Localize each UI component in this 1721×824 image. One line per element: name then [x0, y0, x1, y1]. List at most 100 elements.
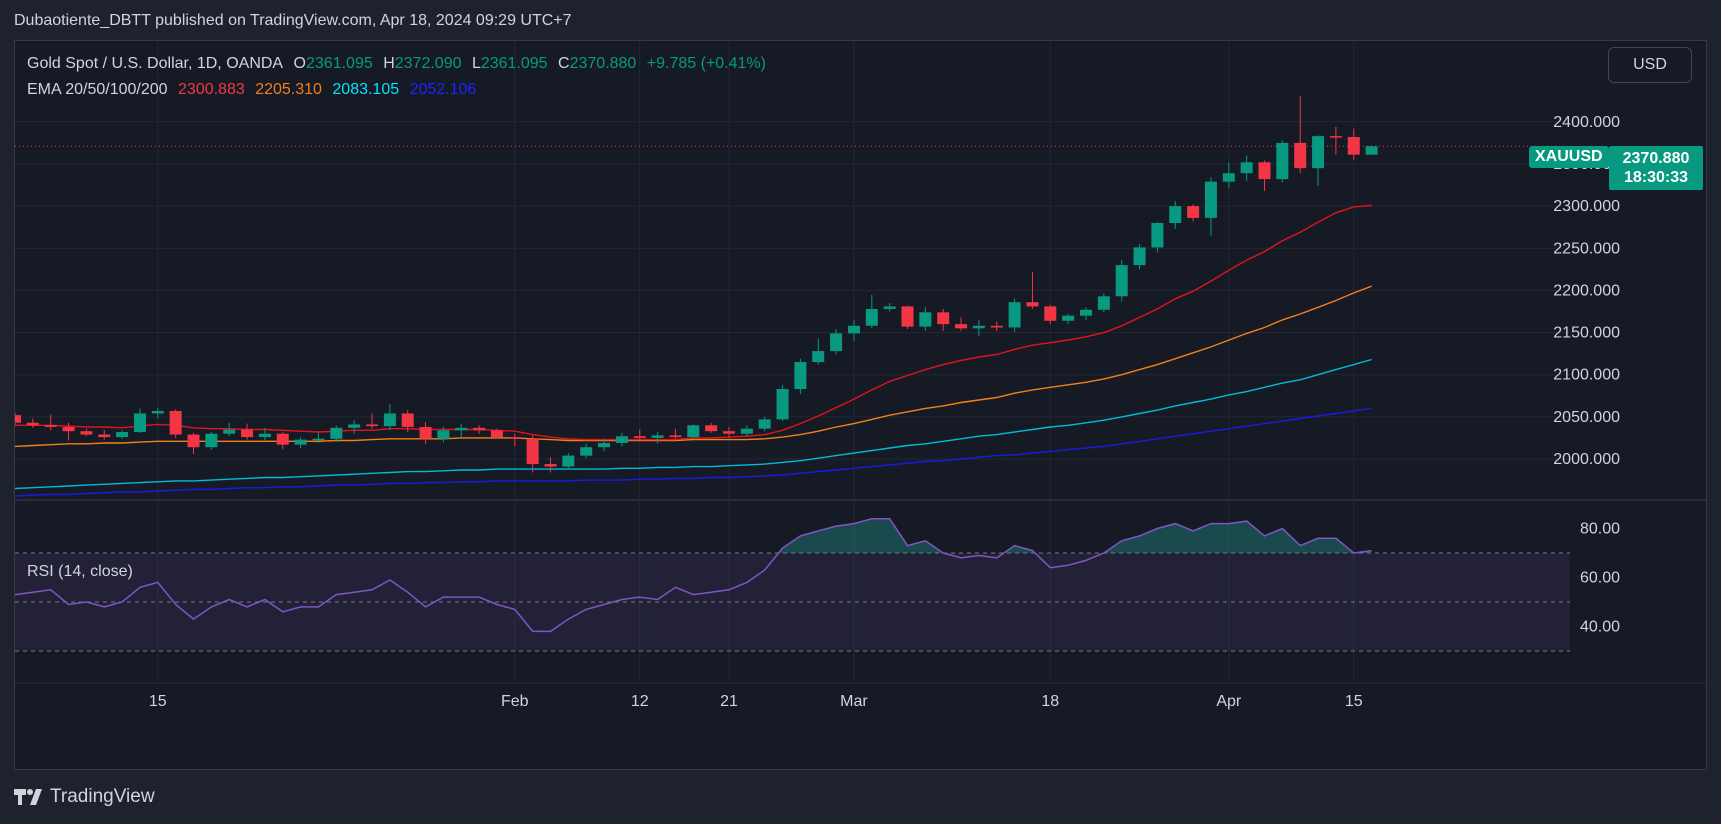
- price-tick-label: 2000.000: [1553, 451, 1620, 468]
- last-price: 2370.880: [1622, 150, 1690, 167]
- price-tick-label: 2100.000: [1553, 367, 1620, 384]
- candle-body: [419, 426, 432, 439]
- candle-body: [366, 424, 378, 427]
- candle-body: [1115, 265, 1128, 297]
- candle-body: [116, 432, 129, 438]
- candle-body: [740, 428, 753, 434]
- candle-body: [1312, 136, 1325, 169]
- candle-body: [437, 430, 450, 439]
- candle-body: [937, 312, 950, 325]
- candle-body: [401, 413, 414, 427]
- rsi-tick-label: 80.00: [1580, 521, 1620, 538]
- candle-body: [1240, 162, 1253, 174]
- price-tick-label: 2200.000: [1553, 282, 1620, 299]
- candle-body: [62, 426, 75, 432]
- candle-body: [633, 436, 646, 438]
- close-label: C: [558, 55, 570, 72]
- candle-body: [1169, 206, 1182, 223]
- candle-body: [776, 389, 789, 420]
- candle-body: [330, 427, 343, 439]
- price-tick-label: 2150.000: [1553, 325, 1620, 342]
- candle-body: [1026, 302, 1039, 307]
- candle-body: [455, 427, 468, 431]
- ema50-value: 2205.310: [255, 81, 322, 98]
- price-tick-label: 2250.000: [1553, 240, 1620, 257]
- candle-body: [1080, 309, 1092, 316]
- price-tick-label: 2050.000: [1553, 409, 1620, 426]
- candle-body: [1044, 306, 1057, 321]
- candle-body: [312, 438, 325, 441]
- candle-body: [98, 434, 111, 438]
- chart-canvas[interactable]: 2000.000 2050.000 2100.000 2150.000 2200.000…: [15, 41, 1708, 771]
- tradingview-logo[interactable]: TradingView: [14, 786, 155, 808]
- candle-body: [1204, 181, 1217, 218]
- ema-label: EMA 20/50/100/200: [27, 81, 168, 98]
- rsi-tick-label: 60.00: [1580, 570, 1620, 587]
- ema200-value: 2052.106: [409, 81, 477, 98]
- candle-body: [830, 333, 843, 352]
- time-tick-label: 18: [1041, 693, 1059, 710]
- candle-body: [1008, 302, 1021, 328]
- candle-body: [169, 410, 182, 435]
- candle-body: [544, 464, 557, 467]
- candle-body: [80, 431, 93, 435]
- candle-body: [1187, 206, 1200, 218]
- rsi-legend: RSI (14, close): [27, 563, 133, 580]
- ema-legend: EMA 20/50/100/200 2300.883 2205.310 2083…: [27, 81, 482, 99]
- low-label: L: [471, 55, 481, 72]
- candle-body: [901, 306, 914, 327]
- candle-body: [1222, 173, 1235, 182]
- change-value: +9.785 (+0.41%): [646, 55, 766, 72]
- symbol-price-tag: XAUUSD: [1529, 146, 1609, 168]
- candle-body: [526, 438, 539, 465]
- candle-body: [651, 435, 664, 438]
- open-label: O: [293, 55, 306, 72]
- time-tick-label: 21: [720, 693, 738, 710]
- time-tick-label: Apr: [1216, 693, 1242, 710]
- candle-body: [15, 415, 21, 423]
- candle-body: [1294, 142, 1307, 169]
- publish-caption: Dubaotiente_DBTT published on TradingVie…: [14, 12, 572, 29]
- symbol-title: Gold Spot / U.S. Dollar, 1D, OANDA: [27, 55, 284, 72]
- candle-body: [1276, 142, 1289, 180]
- candle-body: [1097, 296, 1110, 310]
- candle-body: [1365, 146, 1378, 155]
- candle-body: [812, 351, 825, 363]
- time-tick-label: 15: [149, 693, 167, 710]
- candle-body: [1151, 222, 1164, 248]
- price-tick-label: 2400.000: [1553, 114, 1620, 131]
- ema20-line: [15, 204, 1372, 441]
- candle-body: [490, 430, 503, 438]
- candle-body: [1347, 136, 1360, 155]
- candle-body: [883, 306, 896, 309]
- candle-body: [223, 429, 236, 434]
- rsi-overbought-fill: [15, 518, 1372, 553]
- candle-body: [955, 324, 968, 329]
- brand-name: TradingView: [50, 786, 155, 807]
- candle-body: [723, 431, 735, 434]
- tradingview-logo-icon: [14, 789, 42, 805]
- ema100-line: [15, 358, 1372, 490]
- candle-body: [758, 419, 771, 429]
- open-value: 2361.095: [306, 55, 373, 72]
- candle-body: [919, 312, 932, 327]
- ema100-value: 2083.105: [332, 81, 400, 98]
- candle-body: [580, 447, 593, 456]
- candle-body: [705, 425, 718, 432]
- candle-body: [1133, 247, 1146, 266]
- ema200-line: [15, 407, 1372, 497]
- candle-body: [258, 433, 271, 438]
- currency-button[interactable]: USD: [1608, 47, 1692, 83]
- chart-frame[interactable]: 2000.000 2050.000 2100.000 2150.000 2200.000…: [14, 40, 1708, 771]
- candle-body: [972, 325, 985, 329]
- time-tick-label: 12: [631, 693, 649, 710]
- price-tick-label: 2300.000: [1553, 198, 1620, 215]
- candle-body: [687, 425, 700, 438]
- low-value: 2361.095: [480, 55, 548, 72]
- candle-body: [1062, 315, 1075, 321]
- candle-body: [794, 362, 807, 390]
- candle-body: [508, 437, 521, 439]
- candle-body: [615, 436, 628, 443]
- candle-body: [669, 435, 682, 438]
- last-price-tag: 2370.880 18:30:33: [1609, 146, 1703, 190]
